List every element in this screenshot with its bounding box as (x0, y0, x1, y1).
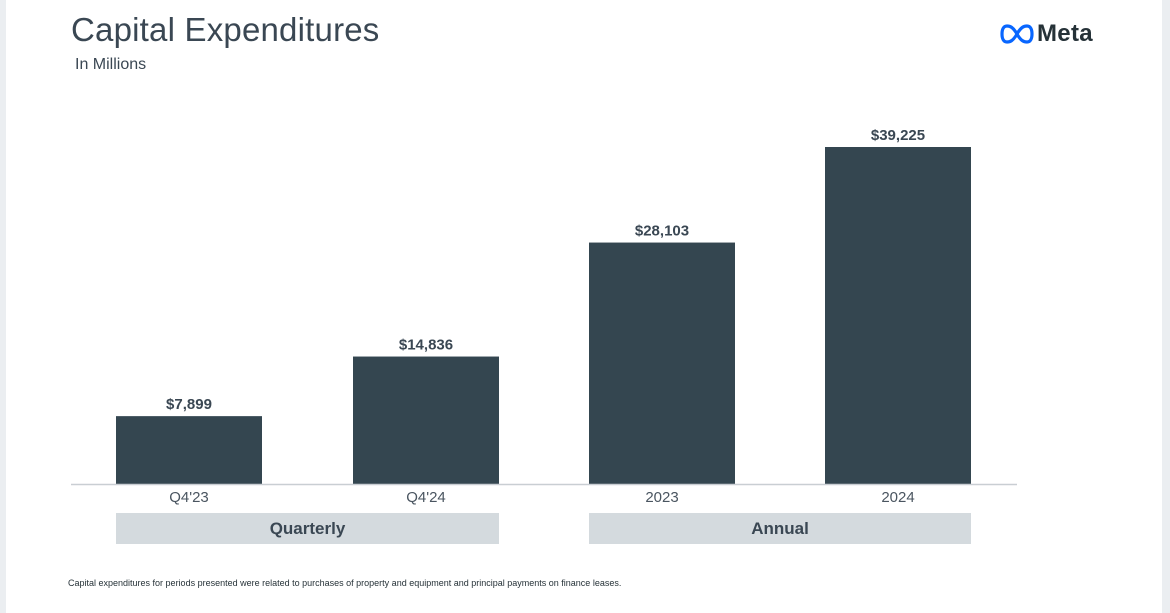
meta-infinity-icon (1000, 24, 1034, 44)
bar-2024 (825, 147, 971, 484)
bar-q423 (116, 416, 262, 484)
data-label: $14,836 (399, 337, 453, 354)
chart-subtitle: In Millions (75, 56, 147, 73)
data-label: $28,103 (635, 223, 689, 240)
x-tick-label: Q4'24 (406, 489, 446, 506)
chart-title: Capital Expenditures (71, 11, 380, 48)
data-label: $7,899 (166, 396, 212, 413)
x-tick-label: 2024 (881, 489, 914, 506)
group-label-annual: Annual (589, 513, 971, 544)
bar-2023 (589, 242, 735, 484)
meta-logo: Meta (1000, 19, 1093, 49)
x-tick-label: 2023 (645, 489, 678, 506)
footnote: Capital expenditures for periods present… (68, 578, 622, 588)
data-label: $39,225 (871, 127, 925, 144)
slide: Capital Expenditures In Millions Meta $7… (6, 0, 1162, 613)
group-label-quarterly: Quarterly (116, 513, 499, 544)
x-tick-label: Q4'23 (169, 489, 209, 506)
bar-chart: $7,899 Q4'23 $14,836 Q4'24 $28,103 2023 $39,22… (71, 127, 1017, 506)
meta-logo-text: Meta (1037, 20, 1093, 47)
bar-q424 (353, 356, 499, 484)
